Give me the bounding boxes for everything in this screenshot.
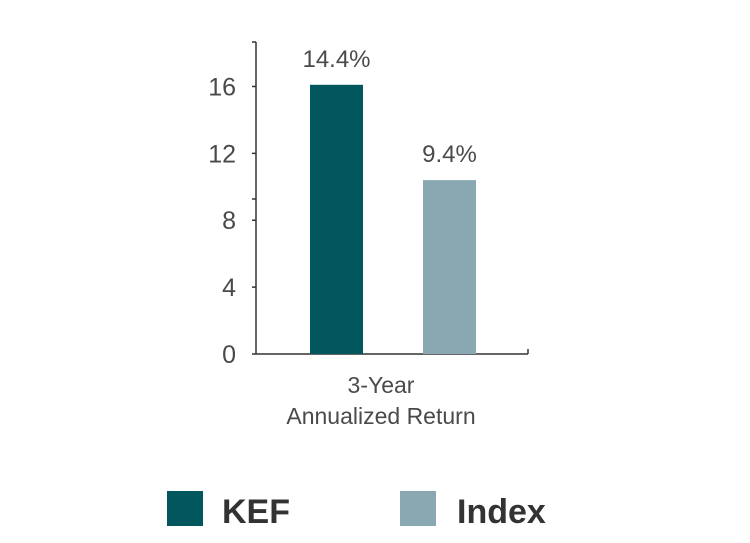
legend-swatch-index: [400, 491, 436, 526]
y-tick-label: 16: [208, 73, 236, 101]
bars: [310, 84, 476, 355]
bar-value-label-kef: 14.4%: [302, 46, 370, 73]
bar-index: [423, 180, 476, 354]
bar-kef: [310, 84, 363, 355]
category-label: 3-Year Annualized Return: [286, 372, 475, 429]
bar-value-labels: 14.4% 9.4%: [302, 46, 476, 168]
legend-label-kef: KEF: [222, 493, 290, 531]
legend: KEF Index: [167, 491, 546, 531]
category-label-line-1: 3-Year: [348, 372, 415, 398]
y-ticks: 0 4 8 12 16: [208, 41, 529, 369]
legend-label-index: Index: [457, 493, 546, 531]
y-tick-label: 4: [222, 274, 236, 302]
y-tick-label: 12: [208, 140, 236, 168]
legend-swatch-kef: [167, 491, 203, 526]
y-tick-label: 8: [222, 207, 236, 235]
chart-axes: [255, 42, 528, 355]
bar-value-label-index: 9.4%: [422, 141, 477, 168]
category-label-line-2: Annualized Return: [286, 403, 475, 429]
y-tick-label: 0: [222, 341, 236, 369]
